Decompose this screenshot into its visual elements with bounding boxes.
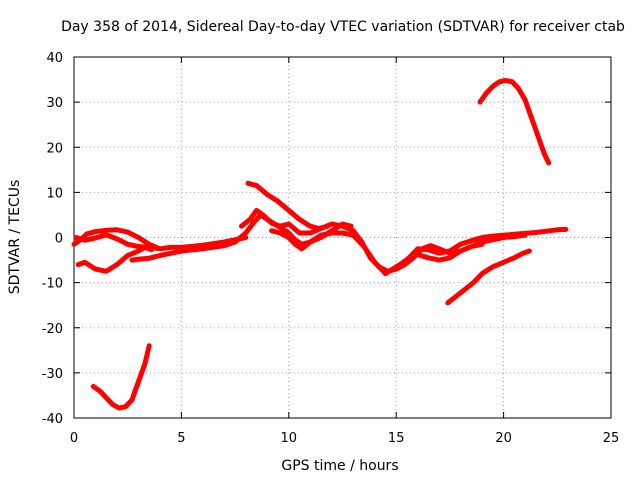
y-tick-label: 40 (46, 51, 63, 66)
series-arc-10 (445, 248, 532, 306)
series-arc-4 (129, 212, 569, 277)
x-tick-label: 20 (495, 431, 512, 446)
y-tick-label: -30 (42, 367, 63, 382)
data-series (71, 78, 569, 411)
x-tick-label: 10 (281, 431, 298, 446)
x-tick-label: 5 (177, 431, 185, 446)
chart-title: Day 358 of 2014, Sidereal Day-to-day VTE… (61, 19, 625, 35)
y-tick-label: 20 (46, 141, 63, 156)
y-tick-label: -20 (42, 322, 63, 337)
axis-ticks: 0 5 10 15 20 25 -40 -30 -20 -10 0 10 20 30 40 (42, 51, 620, 446)
x-axis-label: GPS time / hours (281, 458, 398, 474)
series-arc-9 (90, 343, 152, 411)
y-tick-label: 30 (46, 96, 63, 111)
x-tick-label: 15 (388, 431, 405, 446)
series-arc-7 (269, 221, 354, 252)
series-arc-8 (398, 241, 485, 268)
grid-lines (74, 57, 611, 418)
series-arc-1 (71, 227, 161, 251)
y-tick-label: -40 (42, 412, 63, 427)
series-arc-6 (245, 180, 330, 231)
series-arc-11 (477, 78, 552, 166)
x-tick-label: 0 (70, 431, 78, 446)
series-arc-3 (75, 244, 154, 274)
y-tick-label: 10 (46, 186, 63, 201)
x-tick-label: 25 (603, 431, 620, 446)
series-arc-5 (239, 207, 528, 274)
y-tick-label: -10 (42, 277, 63, 292)
y-axis-label: SDTVAR / TECUs (7, 180, 23, 295)
y-tick-label: 0 (55, 232, 63, 247)
